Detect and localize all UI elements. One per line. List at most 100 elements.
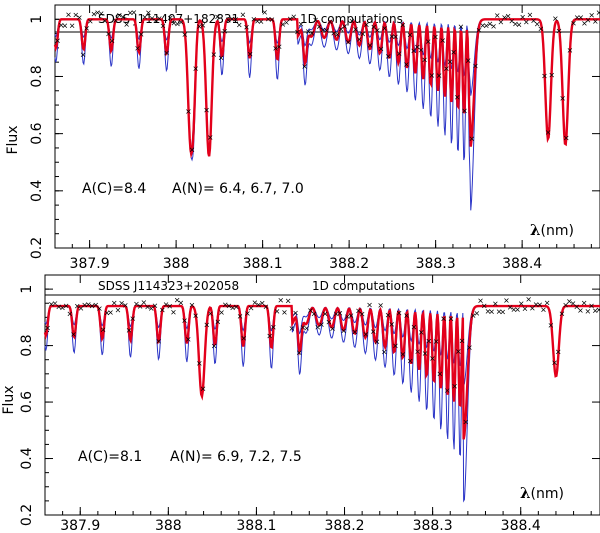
observed-point (193, 313, 198, 318)
observed-point (459, 338, 465, 344)
x-tick-label: 388.1 (236, 518, 276, 533)
observed-point (78, 306, 84, 311)
observed-point (131, 10, 137, 15)
observed-point (342, 24, 347, 29)
observed-point (574, 15, 580, 20)
observed-point (248, 305, 254, 311)
observed-point (149, 16, 155, 21)
observed-point (182, 32, 188, 37)
ticks: 387.9 388 388.1 388.2 388.3 388.4 0.2 0.4 0.6 0.8… (29, 5, 600, 272)
observed-point (97, 306, 102, 311)
observed-point (298, 22, 304, 27)
observed-point (117, 13, 122, 18)
observed-point (308, 308, 313, 313)
carbon-abundance: A(C)=8.1 (78, 449, 142, 465)
observed-point (289, 326, 295, 331)
observed-point (115, 307, 121, 313)
unit-label: (nm) (531, 486, 564, 502)
observed-point (393, 343, 398, 349)
observed-point (88, 19, 93, 24)
nitrogen-abundances: A(N)= 6.4, 6.7, 7.0 (172, 181, 304, 197)
observed-point (291, 14, 297, 19)
observed-point (440, 38, 445, 43)
observed-point (141, 300, 147, 305)
observed-point (496, 309, 502, 314)
observed-point (285, 298, 291, 304)
y-tick-label: 0.2 (29, 237, 45, 259)
observed-point (349, 18, 355, 24)
observed-point (553, 16, 558, 21)
observed-point (548, 323, 554, 328)
observed-point (484, 23, 489, 29)
observed-point (178, 300, 184, 306)
observed-point (555, 349, 561, 355)
observed-points (55, 10, 600, 152)
observed-point (415, 349, 420, 354)
observed-point (215, 319, 221, 325)
observed-point (458, 24, 464, 30)
observed-point (429, 73, 435, 78)
panel-top: SDSS J111407+182831 1D computations A(C)… (5, 4, 600, 272)
x-tick-label: 388.3 (413, 518, 453, 533)
observed-point (171, 20, 177, 26)
observed-point (556, 28, 562, 34)
observed-point (393, 34, 398, 40)
observed-point (93, 302, 98, 308)
observed-point (296, 350, 302, 355)
observed-point (356, 308, 361, 314)
observed-point (164, 50, 169, 56)
observed-point (470, 313, 476, 318)
model-curve (44, 305, 600, 503)
observed-point (109, 38, 115, 44)
observed-point (300, 325, 306, 330)
observed-point (485, 309, 491, 314)
observed-point (119, 301, 124, 306)
y-axis-label: Flux (5, 125, 21, 154)
observed-point (400, 352, 406, 357)
observed-point (174, 297, 180, 303)
observed-point (82, 302, 87, 308)
observed-point (237, 314, 243, 319)
observed-point (113, 18, 118, 23)
lambda-symbol: λ (520, 484, 531, 502)
observed-point (157, 16, 162, 21)
observed-point (49, 301, 54, 307)
observed-point (489, 309, 494, 314)
observed-point (407, 32, 413, 38)
observed-point (404, 313, 409, 318)
observed-point (531, 18, 536, 23)
observed-point (263, 304, 269, 310)
observed-point (338, 27, 344, 32)
observed-point (74, 303, 80, 309)
observed-point (581, 300, 587, 306)
observed-point (269, 17, 275, 22)
observed-point (385, 54, 391, 59)
observed-point (137, 304, 143, 309)
observed-point (444, 388, 450, 393)
observed-point (337, 311, 343, 316)
observed-point (316, 24, 322, 30)
panel-bottom: SDSS J114323+202058 1D computations A(C)… (1, 274, 600, 533)
observed-point (71, 332, 76, 337)
observed-point (407, 358, 413, 364)
observed-point (106, 31, 111, 37)
observed-point (333, 311, 339, 317)
observed-point (241, 335, 246, 341)
observed-point (462, 108, 467, 114)
observed-point (134, 301, 139, 307)
observed-point (229, 16, 235, 22)
observed-point (142, 14, 148, 20)
observed-point (545, 130, 551, 135)
observed-point (175, 21, 180, 27)
observed-point (356, 37, 362, 42)
observed-point (331, 30, 336, 36)
observed-point (455, 95, 460, 100)
observed-point (411, 324, 417, 330)
y-tick-label: 0.6 (29, 122, 45, 144)
y-tick-label: 1 (19, 285, 35, 294)
observed-point (282, 310, 287, 315)
observed-point (593, 19, 598, 24)
x-tick-label: 387.9 (70, 256, 110, 272)
observed-point (537, 302, 542, 308)
